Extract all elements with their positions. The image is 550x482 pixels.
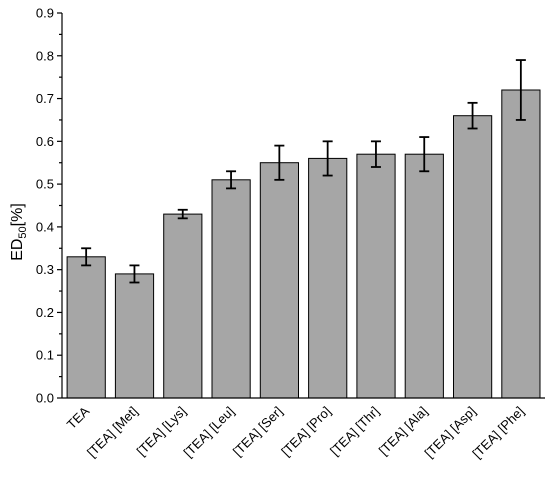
bars-layer bbox=[66, 89, 541, 399]
x-tick-label: [TEA] [Thr] bbox=[327, 404, 382, 459]
bar bbox=[114, 273, 155, 399]
error-bar bbox=[467, 101, 478, 130]
bar bbox=[356, 153, 396, 399]
bar bbox=[308, 157, 348, 399]
x-labels-layer: TEA[TEA] [Met][TEA] [Lys][TEA] [Leu][TEA… bbox=[64, 403, 527, 461]
bar bbox=[66, 256, 106, 399]
bar bbox=[501, 89, 541, 399]
bar bbox=[211, 179, 251, 399]
bar bbox=[453, 115, 493, 399]
x-tick-label: [TEA] [Met] bbox=[84, 404, 141, 461]
y-tick-label: 0.4 bbox=[36, 219, 54, 234]
error-bar bbox=[419, 136, 430, 173]
x-tick-label: [TEA] [Pro] bbox=[278, 404, 334, 460]
bar bbox=[404, 153, 444, 399]
y-tick-label: 0.3 bbox=[36, 262, 54, 277]
y-tick-label: 0.2 bbox=[36, 305, 54, 320]
y-tick-label: 0.5 bbox=[36, 177, 54, 192]
x-tick-label: [TEA] [Phe] bbox=[469, 404, 527, 462]
error-bar bbox=[370, 140, 381, 168]
error-bar bbox=[515, 59, 526, 121]
y-tick-label: 0.0 bbox=[36, 391, 54, 406]
bar bbox=[259, 162, 299, 399]
error-bar bbox=[177, 208, 188, 220]
x-tick-label: TEA bbox=[64, 403, 93, 432]
y-tick-label: 0.8 bbox=[36, 48, 54, 63]
x-tick-label: [TEA] [Leu] bbox=[181, 404, 238, 461]
y-tick-label: 0.1 bbox=[36, 348, 54, 363]
error-bar bbox=[322, 140, 333, 177]
y-tick-label: 0.9 bbox=[36, 6, 54, 21]
error-bar bbox=[129, 264, 140, 284]
y-axis-title-subscript: 50 bbox=[17, 226, 29, 238]
x-tick-label: [TEA] [Ser] bbox=[230, 404, 286, 460]
error-bar bbox=[274, 144, 285, 181]
y-tick-label: 0.6 bbox=[36, 134, 54, 149]
y-tick-label: 0.7 bbox=[36, 91, 54, 106]
y-axis-title-main: ED bbox=[9, 239, 26, 261]
y-axis-title-suffix: [%] bbox=[9, 203, 26, 226]
error-bar bbox=[226, 170, 237, 190]
y-ticks-layer: 0.0 0.1 0.2 0.3 0.4 0.5 0.6 0.7 0.8 0.9 bbox=[36, 6, 62, 406]
error-bars-layer bbox=[81, 59, 526, 284]
error-bar bbox=[81, 247, 92, 267]
bar bbox=[163, 213, 203, 399]
y-axis-title: ED50[%] bbox=[9, 203, 29, 261]
